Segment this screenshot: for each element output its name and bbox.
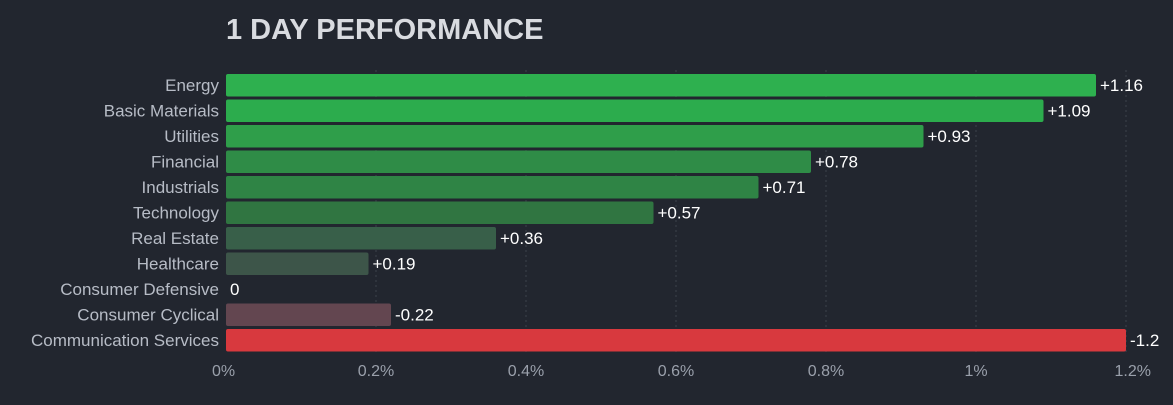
category-label: Basic Materials (104, 102, 219, 121)
x-tick-label: 0% (212, 363, 235, 380)
bar (226, 125, 924, 148)
x-tick-label: 1% (964, 363, 987, 380)
value-label: +0.36 (500, 229, 543, 248)
category-label: Technology (133, 204, 220, 223)
x-tick-label: 1.2% (1115, 363, 1151, 380)
chart-title: 1 DAY PERFORMANCE (226, 14, 543, 46)
value-label: +1.09 (1048, 102, 1091, 121)
value-label: +1.16 (1100, 76, 1143, 95)
category-label: Financial (151, 153, 219, 172)
bar (226, 303, 391, 326)
category-label: Healthcare (137, 255, 219, 274)
value-label: -1.2 (1130, 331, 1159, 350)
bar (226, 99, 1044, 122)
category-label: Consumer Cyclical (77, 306, 219, 325)
bar (226, 227, 496, 250)
bar (226, 201, 654, 224)
bars (226, 74, 1126, 352)
category-label: Consumer Defensive (60, 280, 219, 299)
bar (226, 176, 759, 199)
category-label: Communication Services (31, 331, 219, 350)
value-label: +0.19 (373, 255, 416, 274)
value-label: +0.57 (658, 204, 701, 223)
bar (226, 252, 369, 275)
value-label: +0.71 (763, 178, 806, 197)
x-axis-ticks: 0% 0.2% 0.4% 0.6% 0.8% 1% 1.2% (212, 363, 1151, 380)
x-tick-label: 0.8% (808, 363, 844, 380)
value-label: -0.22 (395, 306, 434, 325)
bar (226, 150, 811, 173)
value-label: +0.78 (815, 153, 858, 172)
value-label: 0 (230, 280, 239, 299)
x-tick-label: 0.6% (658, 363, 694, 380)
value-labels: +1.16 +1.09 +0.93 +0.78 +0.71 +0.57 +0.36 +0.19… (230, 76, 1159, 350)
bar (226, 74, 1096, 97)
category-labels: Energy Basic Materials Utilities Financial I… (31, 76, 220, 350)
x-tick-label: 0.4% (508, 363, 544, 380)
category-label: Real Estate (131, 229, 219, 248)
bar (226, 329, 1126, 352)
x-tick-label: 0.2% (358, 363, 394, 380)
category-label: Energy (165, 76, 219, 95)
category-label: Utilities (164, 127, 219, 146)
value-label: +0.93 (928, 127, 971, 146)
category-label: Industrials (142, 178, 219, 197)
